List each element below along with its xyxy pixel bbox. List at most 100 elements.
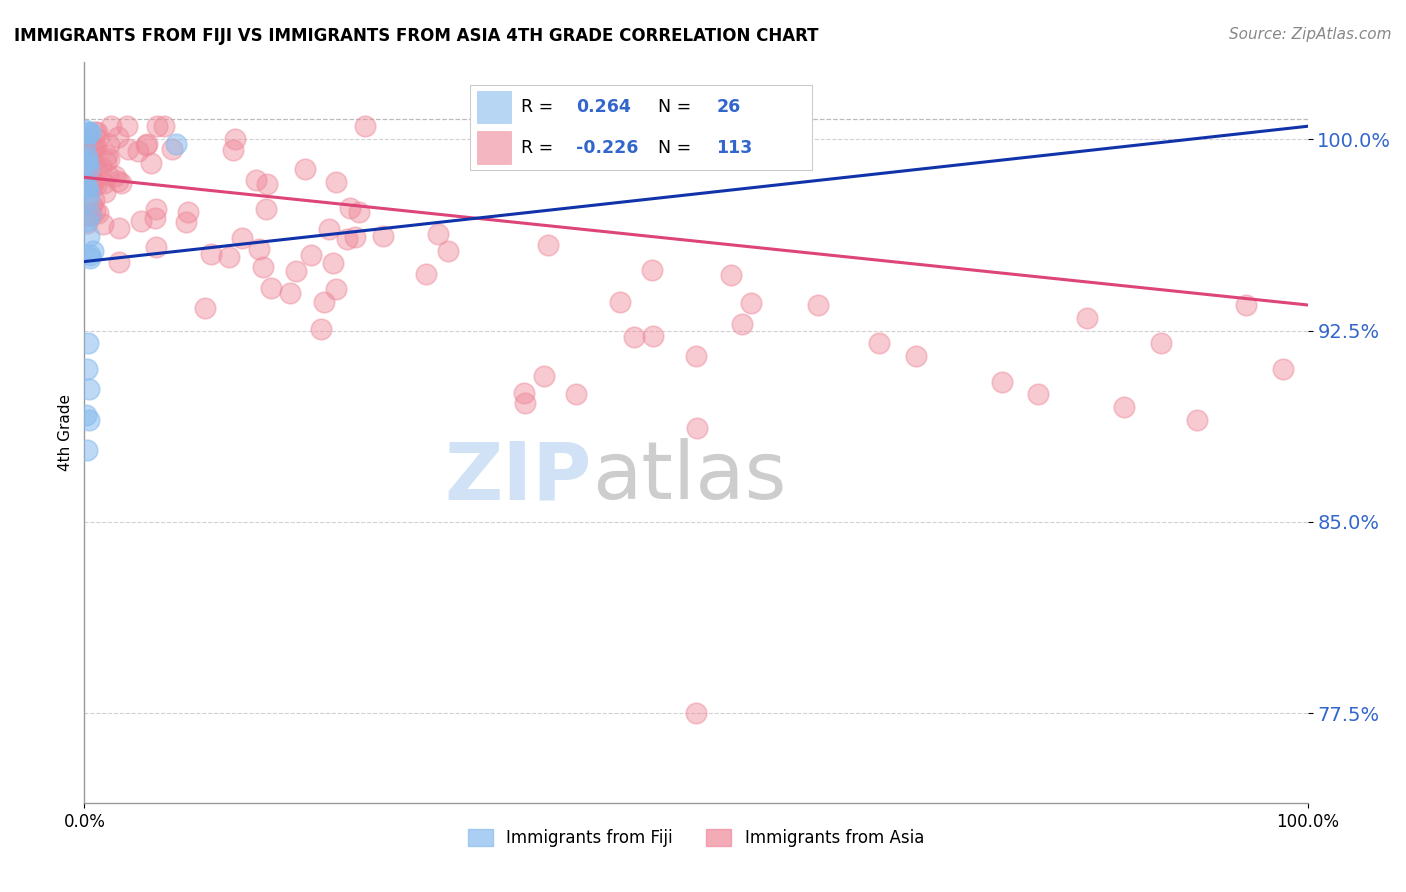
Point [256,177,278,191]
Point [75,138,97,153]
Point [325,175,347,189]
Point [90,160,112,174]
Point [247,243,270,257]
Point [79,208,101,222]
Text: atlas: atlas [592,438,786,516]
Point [77,126,100,140]
Point [82,244,104,259]
Point [110,177,132,191]
Point [73,174,96,188]
Point [259,281,281,295]
Point [77,336,100,351]
Point [108,220,131,235]
Point [145,240,167,254]
Point [76,443,98,458]
Point [373,229,395,244]
Point [75,173,97,187]
Point [77,130,100,145]
Point [200,247,222,261]
Point [415,267,437,281]
Text: ZIP: ZIP [444,438,592,516]
Point [80,198,103,212]
Point [86,125,108,139]
Point [1150,336,1173,351]
Point [77,161,100,176]
Point [76,153,98,168]
Point [312,294,335,309]
Point [76,216,98,230]
Point [537,237,560,252]
Point [641,328,664,343]
Point [80,166,103,180]
Point [75,140,97,154]
Point [77,147,100,161]
Point [96,154,118,169]
Point [76,213,98,227]
Point [84,140,107,154]
Point [623,330,645,344]
Point [299,248,322,262]
Point [325,282,347,296]
Text: IMMIGRANTS FROM FIJI VS IMMIGRANTS FROM ASIA 4TH GRADE CORRELATION CHART: IMMIGRANTS FROM FIJI VS IMMIGRANTS FROM … [14,27,818,45]
Point [353,120,375,134]
Point [284,263,307,277]
Point [224,132,246,146]
Text: Source: ZipAtlas.com: Source: ZipAtlas.com [1229,27,1392,42]
Point [100,120,122,134]
Point [97,168,120,182]
Point [218,250,240,264]
Point [77,228,100,243]
Point [115,120,138,134]
Point [82,142,104,156]
Point [177,205,200,219]
Point [80,178,103,192]
Point [80,154,103,169]
Point [318,222,340,236]
Point [174,215,197,229]
Point [533,368,555,383]
Point [294,162,316,177]
Point [76,150,98,164]
Point [77,413,100,427]
Point [87,132,110,146]
Point [83,126,105,140]
Point [565,387,588,401]
Point [84,159,107,173]
Point [905,349,928,363]
Point [165,137,187,152]
Point [76,179,98,194]
Point [139,156,162,170]
Point [79,252,101,266]
Point [84,178,107,193]
Point [79,124,101,138]
Point [93,176,115,190]
Point [83,193,105,207]
Point [75,178,97,193]
Point [77,126,100,140]
Point [991,375,1014,389]
Point [512,385,534,400]
Point [79,248,101,262]
Point [108,255,131,269]
Point [98,153,121,167]
Point [77,382,100,396]
Point [686,421,709,435]
Point [76,208,98,222]
Legend: Immigrants from Fiji, Immigrants from Asia: Immigrants from Fiji, Immigrants from As… [461,822,931,854]
Point [96,148,118,162]
Point [222,143,245,157]
Point [513,396,536,410]
Point [641,263,664,277]
Point [731,317,754,331]
Point [83,139,105,153]
Point [254,202,277,217]
Point [685,349,707,363]
Point [807,298,830,312]
Point [1272,361,1295,376]
Point [145,120,167,134]
Point [107,174,129,188]
Point [82,179,104,194]
Point [80,208,103,222]
Point [322,256,344,270]
Point [1114,400,1136,414]
